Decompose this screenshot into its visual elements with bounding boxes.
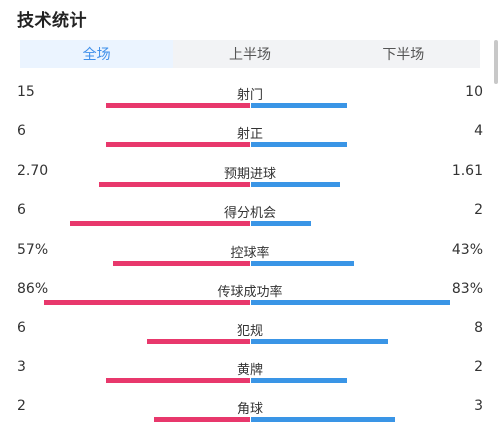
- home-bar: [113, 261, 250, 266]
- home-value: 6: [17, 202, 26, 218]
- away-bar: [251, 103, 347, 108]
- away-bar: [251, 300, 450, 305]
- scrollbar[interactable]: [494, 40, 498, 84]
- stat-label: 传球成功率: [217, 285, 283, 300]
- stat-label: 犯规: [236, 324, 263, 339]
- stat-row-corners: 2 角球 3: [0, 398, 500, 438]
- stat-row-expected-goals: 2.70 预期进球 1.61: [0, 163, 500, 203]
- stat-label: 黄牌: [236, 363, 263, 378]
- period-tabs: 全场 上半场 下半场: [20, 40, 480, 68]
- away-value: 10: [465, 84, 483, 100]
- stat-row-yellow-cards: 3 黄牌 2: [0, 359, 500, 399]
- away-bar: [251, 142, 347, 147]
- home-bar: [44, 300, 250, 305]
- home-bar: [99, 182, 250, 187]
- stat-row-shots-on-target: 6 射正 4: [0, 123, 500, 163]
- home-bar: [106, 378, 250, 383]
- home-bar: [154, 417, 250, 422]
- stat-row-possession: 57% 控球率 43%: [0, 242, 500, 282]
- home-value: 3: [17, 359, 26, 375]
- home-value: 86%: [17, 281, 49, 297]
- home-value: 15: [17, 84, 35, 100]
- away-bar: [251, 378, 347, 383]
- away-bar: [251, 221, 311, 226]
- away-value: 1.61: [451, 163, 483, 179]
- away-value: 43%: [451, 242, 483, 258]
- stat-row-fouls: 6 犯规 8: [0, 320, 500, 360]
- home-bar: [106, 103, 250, 108]
- stat-row-chances: 6 得分机会 2: [0, 202, 500, 242]
- home-bar: [70, 221, 250, 226]
- stat-row-shots: 15 射门 10: [0, 84, 500, 124]
- stat-label: 射门: [236, 88, 263, 103]
- page-title: 技术统计: [17, 11, 87, 31]
- home-value: 6: [17, 320, 26, 336]
- tab-full-match[interactable]: 全场: [20, 40, 174, 68]
- away-value: 3: [474, 398, 483, 414]
- stat-label: 预期进球: [223, 167, 276, 182]
- home-value: 6: [17, 123, 26, 139]
- home-value: 2: [17, 398, 26, 414]
- away-value: 83%: [451, 281, 483, 297]
- home-value: 57%: [17, 242, 49, 258]
- away-value: 2: [474, 359, 483, 375]
- home-value: 2.70: [17, 163, 49, 179]
- away-bar: [251, 261, 354, 266]
- away-bar: [251, 339, 388, 344]
- home-bar: [106, 142, 250, 147]
- away-value: 4: [474, 123, 483, 139]
- stat-row-pass-accuracy: 86% 传球成功率 83%: [0, 281, 500, 321]
- away-bar: [251, 182, 340, 187]
- away-value: 2: [474, 202, 483, 218]
- tab-first-half[interactable]: 上半场: [228, 47, 271, 63]
- stat-label: 射正: [236, 127, 263, 142]
- stat-label: 得分机会: [223, 206, 276, 221]
- away-bar: [251, 417, 395, 422]
- home-bar: [147, 339, 250, 344]
- stat-label: 控球率: [230, 246, 270, 261]
- tab-second-half[interactable]: 下半场: [382, 47, 425, 63]
- stat-label: 角球: [236, 402, 263, 417]
- away-value: 8: [474, 320, 483, 336]
